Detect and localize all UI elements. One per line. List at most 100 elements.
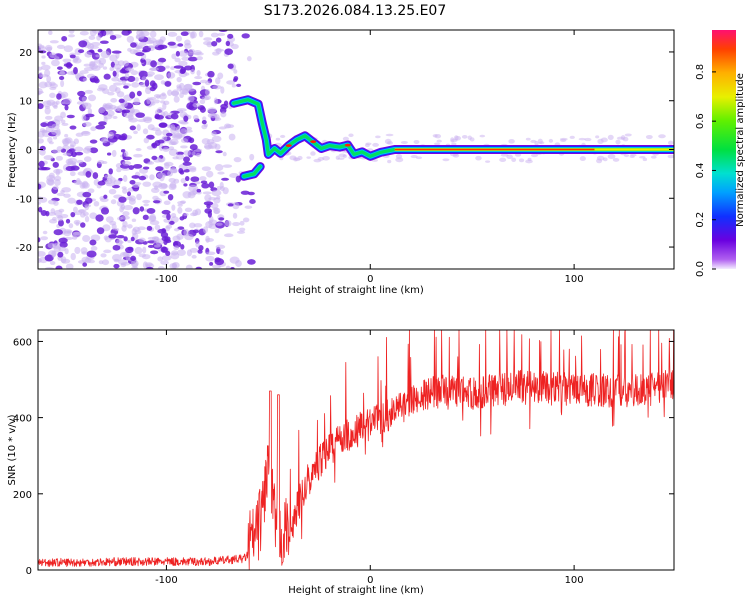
noise-point bbox=[224, 220, 232, 227]
noise-point bbox=[129, 91, 136, 99]
noise-point bbox=[232, 201, 240, 210]
noise-point bbox=[180, 31, 189, 37]
noise-point bbox=[233, 76, 239, 81]
noise-point bbox=[160, 260, 169, 265]
noise-point bbox=[161, 209, 171, 215]
noise-point bbox=[204, 89, 211, 96]
noise-point bbox=[122, 174, 128, 183]
noise-point bbox=[212, 207, 219, 211]
noise-point bbox=[232, 212, 238, 219]
noise-point bbox=[44, 107, 51, 115]
ridge-hotspot bbox=[285, 144, 292, 147]
noise-point bbox=[212, 264, 222, 269]
noise-point bbox=[212, 85, 222, 90]
noise-point bbox=[89, 212, 98, 219]
noise-point bbox=[44, 254, 54, 262]
noise-point bbox=[38, 206, 43, 213]
noise-point bbox=[214, 228, 220, 234]
noise-point bbox=[142, 181, 152, 187]
noise-point bbox=[165, 225, 171, 232]
noise-point bbox=[624, 133, 632, 137]
noise-point bbox=[232, 221, 241, 227]
noise-point bbox=[227, 63, 234, 69]
noise-point bbox=[110, 98, 118, 103]
noise-point bbox=[126, 35, 135, 43]
noise-point bbox=[192, 102, 201, 108]
noise-point bbox=[119, 206, 124, 213]
noise-point bbox=[109, 220, 117, 226]
snr-ytick-label: 200 bbox=[13, 490, 32, 501]
noise-point bbox=[122, 188, 128, 194]
noise-point bbox=[60, 256, 67, 264]
noise-point bbox=[467, 135, 472, 140]
noise-point bbox=[226, 80, 236, 85]
noise-point bbox=[395, 157, 404, 163]
noise-point bbox=[113, 106, 121, 112]
noise-point bbox=[95, 54, 100, 58]
noise-point bbox=[48, 218, 58, 224]
noise-point bbox=[54, 56, 60, 60]
noise-point bbox=[216, 195, 221, 200]
noise-point bbox=[199, 176, 207, 181]
noise-point bbox=[211, 131, 217, 137]
noise-point bbox=[57, 66, 63, 70]
noise-point bbox=[171, 53, 177, 60]
noise-point bbox=[186, 88, 196, 92]
noise-point bbox=[70, 252, 76, 261]
noise-point bbox=[171, 204, 176, 211]
noise-point bbox=[118, 98, 125, 104]
noise-point bbox=[55, 168, 61, 176]
noise-point bbox=[233, 156, 242, 163]
noise-point bbox=[184, 65, 193, 71]
noise-point bbox=[76, 159, 84, 164]
noise-point bbox=[84, 215, 90, 223]
noise-point bbox=[149, 30, 157, 38]
noise-point bbox=[79, 182, 86, 189]
noise-point bbox=[152, 200, 161, 204]
noise-point bbox=[147, 37, 157, 44]
noise-point bbox=[123, 85, 129, 89]
noise-point bbox=[65, 166, 76, 172]
noise-point bbox=[98, 260, 104, 265]
noise-point bbox=[82, 234, 91, 243]
noise-point bbox=[50, 59, 60, 67]
noise-point bbox=[219, 250, 224, 256]
noise-point bbox=[80, 247, 88, 254]
noise-point bbox=[434, 134, 442, 139]
noise-point bbox=[38, 166, 48, 171]
noise-point bbox=[600, 137, 608, 143]
noise-point bbox=[230, 43, 239, 50]
noise-point bbox=[93, 201, 100, 207]
noise-point bbox=[387, 159, 392, 164]
noise-point bbox=[173, 95, 180, 103]
noise-point bbox=[40, 64, 51, 71]
noise-point bbox=[83, 156, 92, 163]
noise-point bbox=[596, 155, 605, 161]
noise-point bbox=[88, 35, 96, 40]
noise-point bbox=[579, 156, 586, 162]
noise-point bbox=[195, 266, 203, 269]
noise-point bbox=[215, 37, 222, 43]
noise-point bbox=[64, 137, 73, 144]
noise-point bbox=[46, 174, 56, 182]
noise-point bbox=[167, 89, 173, 96]
noise-point bbox=[213, 97, 218, 105]
noise-point bbox=[150, 250, 159, 255]
noise-point bbox=[215, 77, 221, 85]
noise-point bbox=[246, 56, 252, 62]
noise-point bbox=[182, 161, 192, 166]
noise-point bbox=[155, 166, 164, 172]
noise-point bbox=[97, 48, 103, 53]
noise-point bbox=[99, 197, 109, 203]
noise-point bbox=[184, 207, 193, 213]
noise-point bbox=[158, 122, 168, 128]
noise-point bbox=[59, 70, 65, 76]
noise-point bbox=[127, 47, 132, 52]
spectrogram-xtick-label: -100 bbox=[155, 274, 178, 285]
noise-point bbox=[149, 86, 156, 92]
noise-point bbox=[190, 69, 195, 75]
noise-point bbox=[205, 255, 215, 262]
snr-xlabel: Height of straight line (km) bbox=[288, 585, 424, 596]
noise-point bbox=[180, 138, 189, 144]
noise-point bbox=[164, 80, 172, 87]
